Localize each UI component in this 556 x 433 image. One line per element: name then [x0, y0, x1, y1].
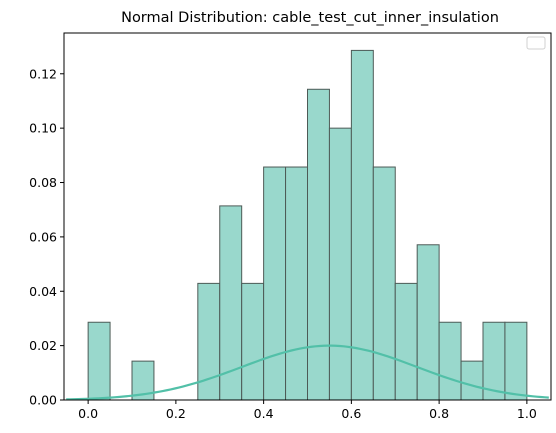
x-axis: 0.0 0.2 0.4 0.6 0.8 1.0 [78, 400, 537, 421]
histogram-bar [438, 321, 462, 401]
x-tick-label: 0.0 [78, 406, 98, 421]
density-curve-layer [66, 344, 549, 401]
histogram-bar [394, 282, 418, 401]
histogram-bar [328, 127, 352, 401]
histogram-bar [504, 321, 528, 401]
histogram-bar [416, 244, 440, 401]
y-tick-label: 0.08 [29, 175, 57, 190]
histogram-bar [307, 88, 330, 401]
y-tick-label: 0.02 [29, 338, 57, 353]
histogram-bar [372, 166, 396, 401]
chart-title: Normal Distribution: cable_test_cut_inne… [121, 10, 499, 26]
histogram-bar [460, 360, 484, 401]
histogram-bar [87, 321, 111, 401]
x-tick-label: 0.4 [254, 406, 274, 421]
normal-curve-line [66, 344, 549, 401]
histogram-bars [87, 49, 528, 401]
plot-frame [63, 32, 552, 401]
legend-box [526, 36, 546, 50]
histogram-bar [241, 282, 265, 401]
x-tick-label: 1.0 [517, 406, 537, 421]
x-tick-label: 0.6 [341, 406, 361, 421]
x-tick-label: 0.8 [429, 406, 449, 421]
y-tick-label: 0.00 [29, 393, 57, 408]
y-tick-label: 0.12 [29, 66, 57, 81]
y-tick-label: 0.10 [29, 121, 57, 136]
y-axis: 0.00 0.02 0.04 0.06 0.08 0.10 0.12 [29, 66, 64, 408]
histogram-bar [285, 166, 308, 401]
y-tick-label: 0.04 [29, 284, 57, 299]
y-tick-label: 0.06 [29, 229, 57, 244]
histogram-bar [197, 282, 221, 401]
histogram-bar [263, 166, 287, 401]
x-tick-label: 0.2 [166, 406, 186, 421]
